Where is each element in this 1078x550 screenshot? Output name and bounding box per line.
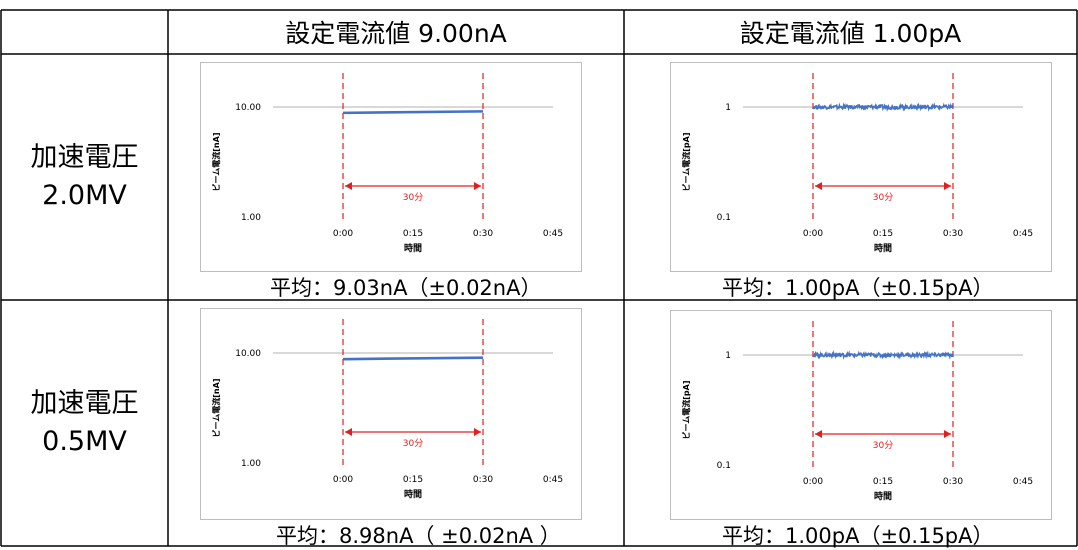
arrow-head-left <box>345 428 352 436</box>
chart-0.5MV-9nA: 10.00 1.00 0:00 0:15 0:30 0:45 時間 ビーム電流[nA] 30分 <box>211 319 563 500</box>
chart-frame-2: 1 0.1 0:00 0:15 0:30 0:45 時間 ビーム電流[pA] 30分 <box>670 62 1052 272</box>
y-axis-label: ビーム電流[nA] <box>211 379 221 438</box>
x-tick-label: 0:45 <box>543 229 563 239</box>
y-axis-label: ビーム電流[pA] <box>681 133 691 192</box>
chart-frame-1: 10.00 1.00 0:00 0:15 0:30 0:45 時間 ビーム電流[nA] 30分 <box>200 62 582 272</box>
x-tick-label: 0:15 <box>873 477 893 487</box>
column-header-9nA: 設定電流値 9.00nA <box>285 19 507 48</box>
y-tick-label: 1 <box>725 351 731 361</box>
x-tick-label: 0:30 <box>943 477 963 487</box>
x-tick-label: 0:45 <box>543 475 563 485</box>
arrow-head-left <box>815 182 822 190</box>
y-tick-label: 1.00 <box>241 459 261 469</box>
row-label-line1: 加速電圧 <box>30 388 139 419</box>
arrow-head-left <box>815 430 822 438</box>
chart-2MV-1pA: 1 0.1 0:00 0:15 0:30 0:45 時間 ビーム電流[pA] 30分 <box>681 73 1033 254</box>
average-2MV-9nA: 平均：9.03nA（±0.02nA） <box>270 276 542 300</box>
chart-0.5MV-1pA: 1 0.1 0:00 0:15 0:30 0:45 時間 ビーム電流[pA] 30分 <box>681 321 1033 502</box>
x-tick-label: 0:45 <box>1013 477 1033 487</box>
series-line <box>812 349 954 360</box>
x-axis-label: 時間 <box>404 242 422 254</box>
x-tick-label: 0:00 <box>803 477 823 487</box>
x-axis-label: 時間 <box>404 488 422 500</box>
row-label-0.5MV: 加速電圧 0.5MV <box>1 300 168 546</box>
x-tick-label: 0:30 <box>943 229 963 239</box>
x-axis-label: 時間 <box>874 490 892 502</box>
y-tick-label: 0.1 <box>717 461 731 471</box>
x-axis-label: 時間 <box>874 242 892 254</box>
arrow-head-right <box>474 428 481 436</box>
y-tick-label: 1.00 <box>241 213 261 223</box>
x-tick-label: 0:30 <box>473 475 493 485</box>
x-tick-label: 0:45 <box>1013 229 1033 239</box>
y-tick-label: 10.00 <box>235 349 261 359</box>
row-label-2MV: 加速電圧 2.0MV <box>1 54 168 300</box>
chart-2MV-9nA: 10.00 1.00 0:00 0:15 0:30 0:45 時間 ビーム電流[nA] 30分 <box>211 73 563 254</box>
series-line <box>812 102 954 113</box>
x-tick-label: 0:00 <box>803 229 823 239</box>
arrow-head-right <box>474 182 481 190</box>
x-tick-label: 0:15 <box>873 229 893 239</box>
x-tick-label: 0:00 <box>333 475 353 485</box>
duration-label: 30分 <box>873 440 893 451</box>
chart-frame-3: 10.00 1.00 0:00 0:15 0:30 0:45 時間 ビーム電流[nA] 30分 <box>200 308 582 520</box>
x-tick-label: 0:15 <box>403 475 423 485</box>
average-2MV-1pA: 平均：1.00pA（±0.15pA） <box>722 276 994 300</box>
duration-label: 30分 <box>403 192 423 203</box>
x-tick-label: 0:30 <box>473 229 493 239</box>
duration-label: 30分 <box>403 438 423 449</box>
series-line <box>342 356 484 361</box>
column-header-1pA: 設定電流値 1.00pA <box>739 19 962 48</box>
average-0.5MV-9nA: 平均：8.98nA（ ±0.02nA ） <box>276 524 561 548</box>
y-axis-label: ビーム電流[nA] <box>211 133 221 192</box>
series-line <box>342 110 484 115</box>
row-label-line2: 0.5MV <box>42 426 127 457</box>
y-tick-label: 1 <box>725 103 731 113</box>
row-label-line2: 2.0MV <box>42 180 127 211</box>
average-0.5MV-1pA: 平均：1.00pA（±0.15pA） <box>722 524 994 548</box>
y-axis-label: ビーム電流[pA] <box>681 381 691 440</box>
duration-label: 30分 <box>873 192 893 203</box>
arrow-head-right <box>944 182 951 190</box>
row-label-line1: 加速電圧 <box>30 142 139 173</box>
arrow-head-left <box>345 182 352 190</box>
y-tick-label: 10.00 <box>235 103 261 113</box>
arrow-head-right <box>944 430 951 438</box>
x-tick-label: 0:15 <box>403 229 423 239</box>
y-tick-label: 0.1 <box>717 213 731 223</box>
x-tick-label: 0:00 <box>333 229 353 239</box>
chart-frame-4: 1 0.1 0:00 0:15 0:30 0:45 時間 ビーム電流[pA] 30分 <box>670 310 1052 520</box>
